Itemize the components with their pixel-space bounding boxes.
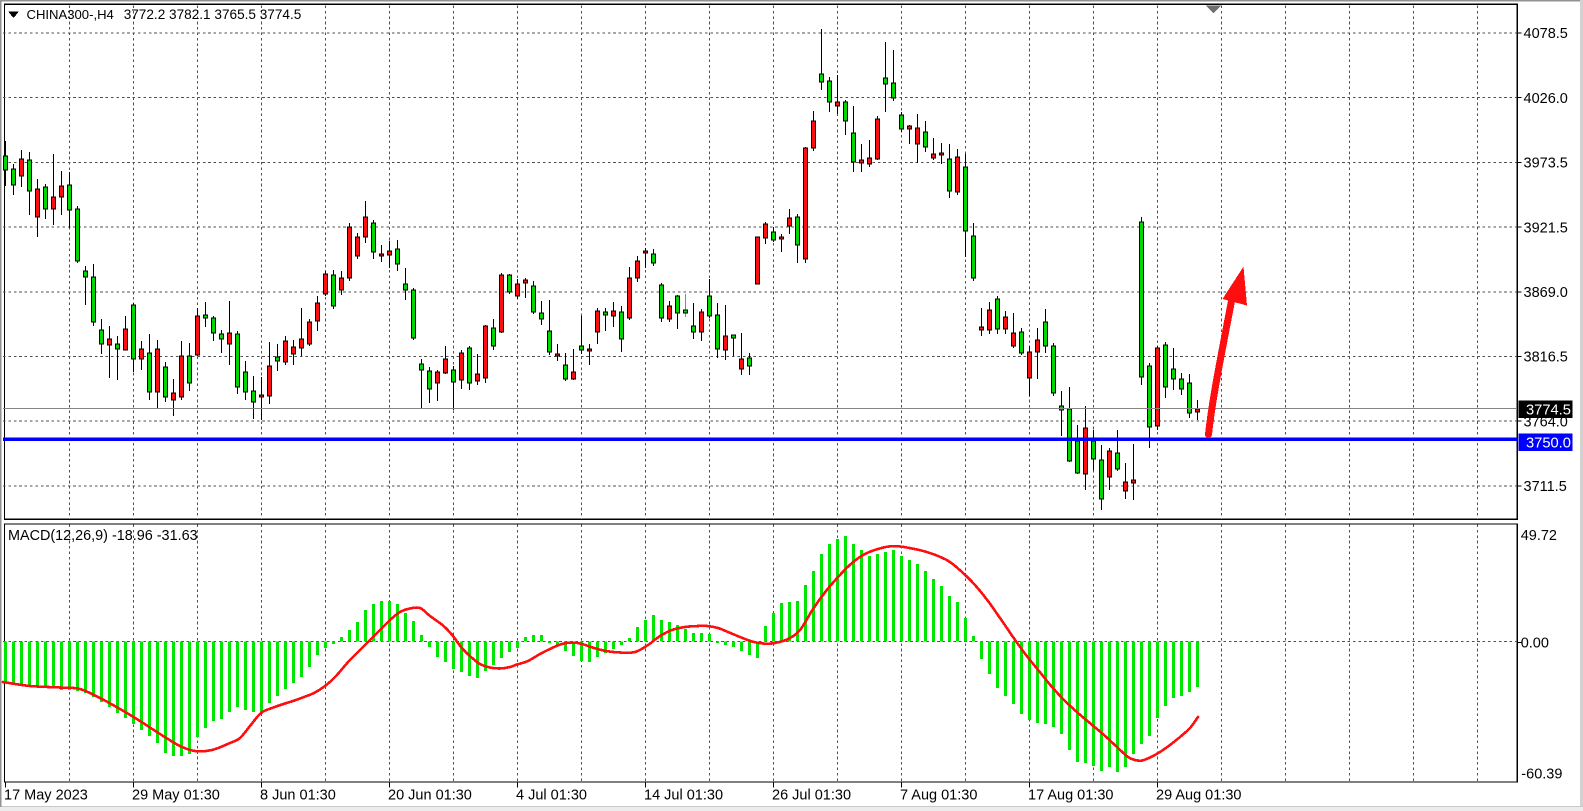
svg-text:8 Jun 01:30: 8 Jun 01:30 <box>260 788 336 804</box>
svg-text:4 Jul 01:30: 4 Jul 01:30 <box>516 788 587 804</box>
svg-text:3973.5: 3973.5 <box>1524 156 1568 172</box>
svg-text:3764.0: 3764.0 <box>1524 414 1568 430</box>
svg-text:4026.0: 4026.0 <box>1524 91 1568 107</box>
svg-text:49.72: 49.72 <box>1521 528 1557 544</box>
svg-text:17 Aug 01:30: 17 Aug 01:30 <box>1028 788 1113 804</box>
svg-text:29 Aug 01:30: 29 Aug 01:30 <box>1156 788 1241 804</box>
svg-text:3816.5: 3816.5 <box>1524 350 1568 366</box>
svg-text:26 Jul 01:30: 26 Jul 01:30 <box>772 788 851 804</box>
svg-text:20 Jun 01:30: 20 Jun 01:30 <box>388 788 472 804</box>
svg-text:-60.39: -60.39 <box>1521 767 1562 783</box>
svg-text:3921.5: 3921.5 <box>1524 220 1568 236</box>
svg-text:3750.0: 3750.0 <box>1526 436 1571 452</box>
svg-text:0.00: 0.00 <box>1521 636 1549 652</box>
svg-text:4078.5: 4078.5 <box>1524 26 1568 42</box>
svg-text:MACD(12,26,9) -18.96 -31.63: MACD(12,26,9) -18.96 -31.63 <box>8 528 198 544</box>
svg-text:3711.5: 3711.5 <box>1524 479 1567 495</box>
svg-text:29 May 01:30: 29 May 01:30 <box>132 788 220 804</box>
svg-text:3772.2 3782.1 3765.5 3774.5: 3772.2 3782.1 3765.5 3774.5 <box>124 7 302 22</box>
svg-text:3774.5: 3774.5 <box>1526 403 1571 419</box>
svg-text:3869.0: 3869.0 <box>1524 285 1568 301</box>
svg-text:17 May 2023: 17 May 2023 <box>4 788 88 804</box>
svg-text:14 Jul 01:30: 14 Jul 01:30 <box>644 788 723 804</box>
svg-text:CHINA300-,H4: CHINA300-,H4 <box>27 7 114 22</box>
svg-text:7 Aug 01:30: 7 Aug 01:30 <box>900 788 977 804</box>
